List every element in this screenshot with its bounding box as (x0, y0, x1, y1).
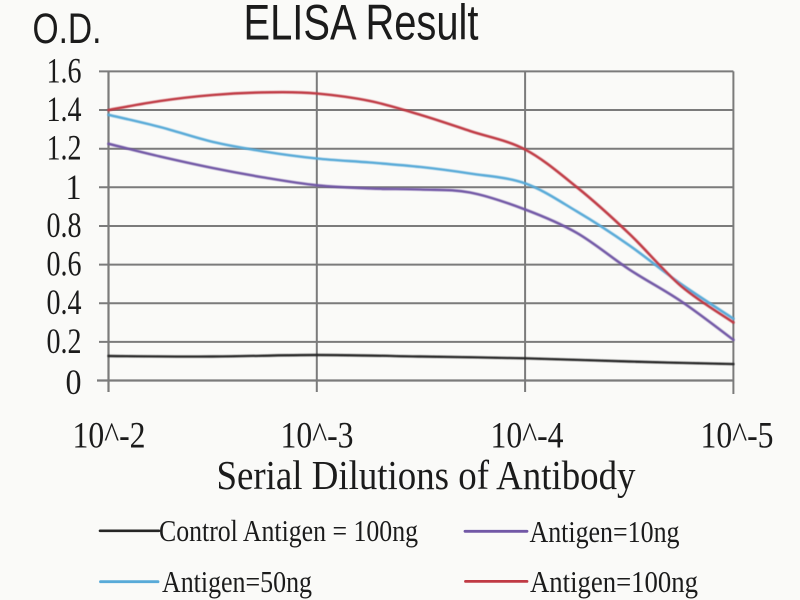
svg-text:ELISA Result: ELISA Result (244, 0, 479, 51)
svg-text:0.2: 0.2 (47, 321, 82, 361)
svg-text:10^-2: 10^-2 (73, 416, 146, 457)
svg-text:Control Antigen = 100ng: Control Antigen = 100ng (159, 514, 418, 548)
svg-text:Antigen=10ng: Antigen=10ng (530, 515, 680, 549)
svg-text:10^-4: 10^-4 (491, 416, 564, 457)
svg-text:1.6: 1.6 (47, 50, 82, 90)
svg-text:0.6: 0.6 (47, 244, 82, 284)
svg-text:1.2: 1.2 (47, 128, 82, 168)
svg-text:0: 0 (66, 362, 82, 402)
svg-text:0.8: 0.8 (47, 205, 82, 245)
svg-text:0.4: 0.4 (47, 282, 82, 322)
svg-text:10^-5: 10^-5 (701, 416, 774, 457)
svg-text:Antigen=100ng: Antigen=100ng (530, 565, 698, 599)
svg-text:1: 1 (66, 167, 82, 207)
svg-text:Antigen=50ng: Antigen=50ng (162, 565, 312, 599)
svg-text:1.4: 1.4 (47, 89, 82, 129)
svg-text:10^-3: 10^-3 (281, 416, 354, 457)
svg-text:O.D.: O.D. (33, 5, 102, 53)
svg-text:Serial Dilutions of Antibody: Serial Dilutions of Antibody (217, 452, 636, 498)
